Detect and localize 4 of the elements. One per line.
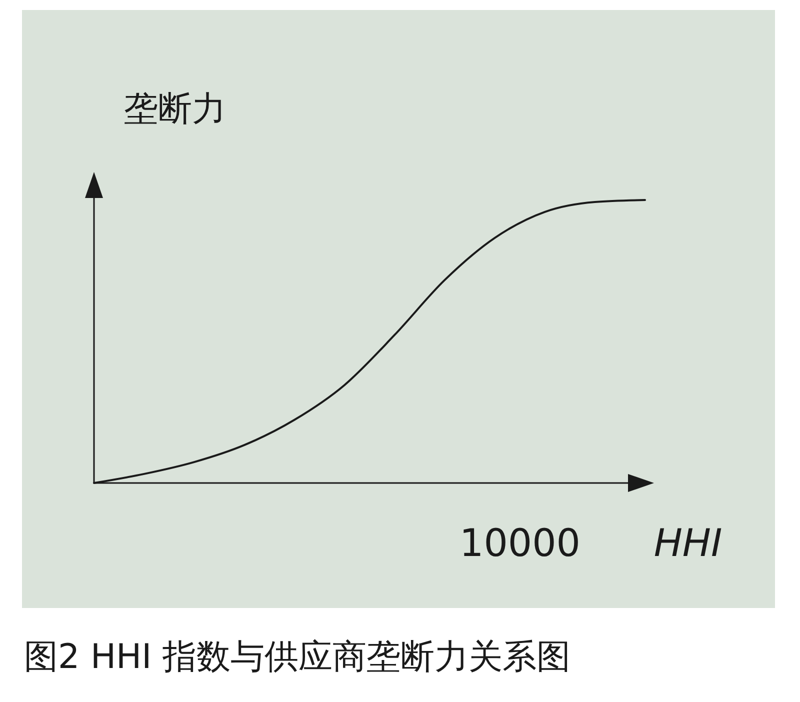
text: 图2 HHI 指数与供应商垄断力关系图 xyxy=(24,637,570,677)
x-axis-title: HHI xyxy=(654,521,722,565)
text: 10000 xyxy=(460,521,580,565)
y-axis-title: 垄断力 xyxy=(124,89,226,129)
